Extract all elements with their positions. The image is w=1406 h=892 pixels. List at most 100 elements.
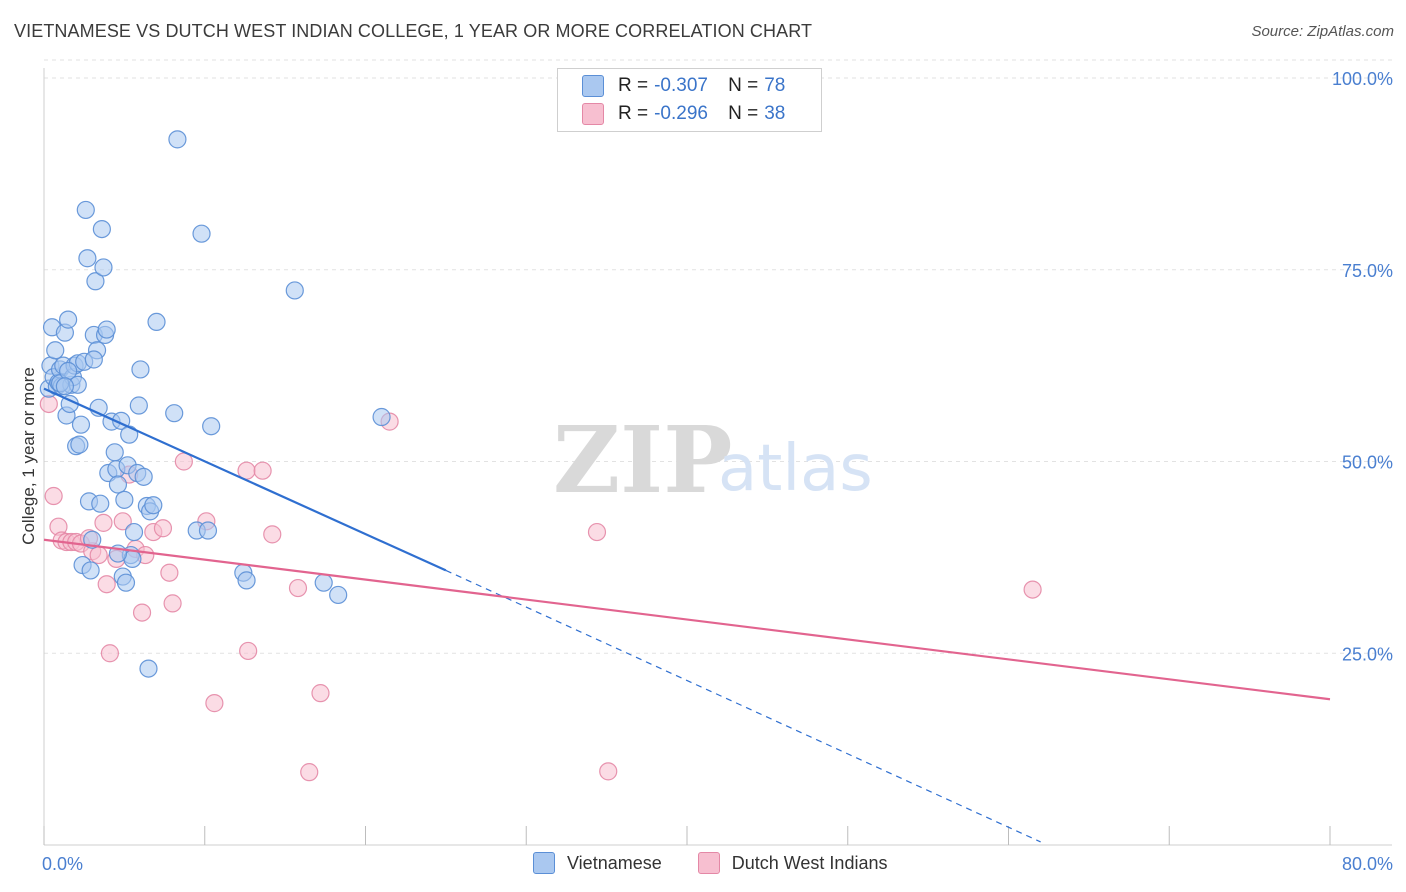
x-tick-label-min: 0.0% xyxy=(42,854,83,874)
legend-r-value: -0.307 xyxy=(654,75,708,96)
data-point-vietnamese xyxy=(84,350,103,369)
data-point-vietnamese xyxy=(192,224,211,243)
series-swatch-dutch-west-indians xyxy=(697,852,720,874)
data-point-vietnamese xyxy=(285,281,304,300)
correlation-legend: R = -0.307 N = 78 R = -0.296 N = 38 xyxy=(557,68,822,132)
legend-r-label: R = xyxy=(618,103,649,124)
y-tick-label: 75.0% xyxy=(1342,261,1393,281)
data-point-vietnamese xyxy=(198,521,218,540)
data-point-dutch-west-indians xyxy=(132,603,152,622)
y-tick-label: 100.0% xyxy=(1332,69,1393,89)
data-point-vietnamese xyxy=(116,573,136,592)
watermark: ZIP atlas xyxy=(553,406,873,514)
legend-n-value: 38 xyxy=(764,103,786,124)
trend-line-dutch-west-indians xyxy=(43,538,1331,701)
series-legend-vietnamese[interactable]: Vietnamese xyxy=(533,852,662,874)
legend-n-label: N = xyxy=(728,103,759,124)
data-point-vietnamese xyxy=(55,377,74,396)
data-point-vietnamese xyxy=(202,417,221,436)
data-point-dutch-west-indians xyxy=(163,594,182,613)
legend-r-label: R = xyxy=(618,75,649,96)
data-point-dutch-west-indians xyxy=(263,525,282,544)
data-point-vietnamese xyxy=(71,415,91,434)
data-point-dutch-west-indians xyxy=(587,522,607,542)
watermark-atlas: atlas xyxy=(718,432,873,506)
data-point-dutch-west-indians xyxy=(44,486,63,506)
data-point-dutch-west-indians xyxy=(311,684,330,703)
data-point-vietnamese xyxy=(372,407,391,427)
watermark-zip: ZIP xyxy=(553,406,732,514)
legend-n-value: 78 xyxy=(764,75,786,96)
data-point-vietnamese xyxy=(108,475,128,494)
points-vietnamese xyxy=(39,130,391,678)
series-label-dutch-west-indians: Dutch West Indians xyxy=(731,852,888,873)
axes xyxy=(43,68,1392,846)
data-point-vietnamese xyxy=(94,258,113,277)
data-point-vietnamese xyxy=(139,659,158,678)
series-legend-dutch-west-indians[interactable]: Dutch West Indians xyxy=(697,852,888,874)
data-point-vietnamese xyxy=(144,496,163,515)
data-point-vietnamese xyxy=(329,585,348,605)
data-point-vietnamese xyxy=(91,494,110,513)
data-point-vietnamese xyxy=(147,312,166,332)
source-label: Source: ZipAtlas.com xyxy=(1251,23,1394,40)
data-point-vietnamese xyxy=(237,571,256,590)
data-point-vietnamese xyxy=(134,467,153,486)
data-point-vietnamese xyxy=(70,435,89,454)
data-point-dutch-west-indians xyxy=(97,575,116,594)
trend-line-vietnamese-extension xyxy=(445,569,1041,843)
data-point-dutch-west-indians xyxy=(39,394,58,414)
data-point-vietnamese xyxy=(105,443,124,462)
points-dutch-west-indians xyxy=(39,394,1042,782)
data-point-vietnamese xyxy=(78,249,97,268)
data-point-dutch-west-indians xyxy=(253,461,272,480)
y-axis-tick-labels: 25.0% 50.0% 75.0% 100.0% xyxy=(1332,69,1393,664)
data-point-vietnamese xyxy=(83,530,102,549)
data-point-dutch-west-indians xyxy=(113,512,132,531)
x-axis-ticks xyxy=(43,826,1331,845)
data-point-vietnamese xyxy=(168,130,187,149)
data-point-dutch-west-indians xyxy=(89,545,108,565)
data-point-dutch-west-indians xyxy=(1023,580,1042,599)
data-point-dutch-west-indians xyxy=(100,644,120,663)
data-point-vietnamese xyxy=(129,396,148,415)
data-point-vietnamese xyxy=(97,320,116,339)
data-point-vietnamese xyxy=(76,200,95,220)
legend-n-label: N = xyxy=(728,75,759,96)
data-point-vietnamese xyxy=(59,310,78,329)
data-point-dutch-west-indians xyxy=(300,763,319,782)
data-point-dutch-west-indians xyxy=(153,519,173,538)
data-point-dutch-west-indians xyxy=(288,578,308,598)
chart-title: VIETNAMESE VS DUTCH WEST INDIAN COLLEGE,… xyxy=(14,21,813,41)
trend-lines xyxy=(43,387,1331,843)
series-swatch-vietnamese xyxy=(533,852,555,874)
data-point-vietnamese xyxy=(314,573,333,592)
data-point-dutch-west-indians xyxy=(205,694,224,713)
legend-swatch-dutch-west-indians xyxy=(582,103,604,125)
y-axis-label: College, 1 year or more xyxy=(19,367,38,545)
legend-row-vietnamese: R = -0.307 N = 78 xyxy=(582,74,785,98)
data-point-vietnamese xyxy=(86,272,105,291)
data-point-dutch-west-indians xyxy=(94,513,113,532)
series-legend: Vietnamese Dutch West Indians xyxy=(533,852,923,874)
data-point-dutch-west-indians xyxy=(160,563,179,582)
y-tick-label: 25.0% xyxy=(1342,644,1393,664)
legend-swatch-vietnamese xyxy=(582,75,604,97)
data-point-vietnamese xyxy=(46,341,65,360)
trend-line-vietnamese xyxy=(43,387,447,572)
y-tick-label: 50.0% xyxy=(1342,453,1393,473)
data-point-vietnamese xyxy=(124,522,144,542)
data-point-dutch-west-indians xyxy=(599,762,618,781)
legend-row-dutch-west-indians: R = -0.296 N = 38 xyxy=(582,102,785,126)
data-point-vietnamese xyxy=(81,561,100,580)
x-tick-label-max: 80.0% xyxy=(1342,854,1393,874)
series-label-vietnamese: Vietnamese xyxy=(567,852,662,873)
data-point-vietnamese xyxy=(92,219,111,239)
data-point-vietnamese xyxy=(115,490,134,509)
legend-r-value: -0.296 xyxy=(654,103,708,124)
data-point-vietnamese xyxy=(131,360,150,379)
data-point-dutch-west-indians xyxy=(239,641,258,661)
gridlines xyxy=(44,59,1392,654)
data-point-vietnamese xyxy=(165,404,184,423)
